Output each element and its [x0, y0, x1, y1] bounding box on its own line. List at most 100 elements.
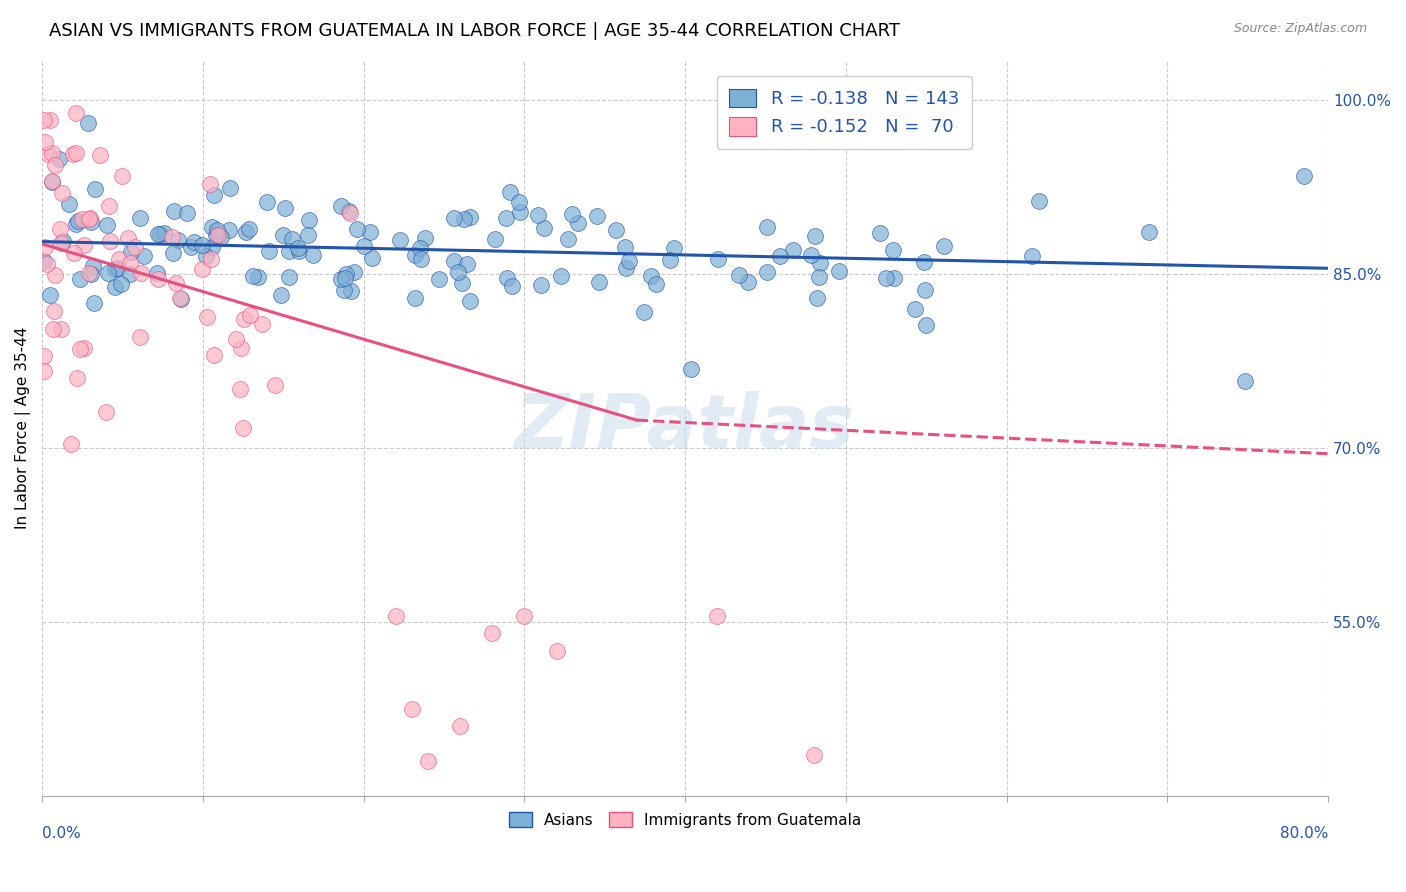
Point: [77, 266, 100, 280]
Point: [32, 254, 55, 268]
Point: [65, 145, 87, 160]
Point: [183, 235, 205, 250]
Point: [617, 254, 640, 268]
Point: [557, 232, 579, 246]
Point: [264, 378, 287, 392]
Point: [769, 249, 792, 263]
Point: [62, 147, 84, 161]
Point: [132, 249, 155, 263]
Point: [104, 261, 127, 276]
Point: [550, 268, 572, 283]
Point: [35, 257, 58, 271]
Point: [225, 332, 247, 346]
Point: [270, 288, 292, 302]
Point: [48, 152, 70, 166]
Point: [73, 341, 96, 355]
Point: [89, 148, 111, 162]
Point: [567, 216, 589, 230]
Point: [914, 318, 936, 332]
Point: [235, 225, 257, 239]
Point: [39, 288, 62, 302]
Point: [129, 267, 152, 281]
Point: [148, 227, 170, 241]
Point: [209, 230, 232, 244]
Point: [1021, 249, 1043, 263]
Point: [257, 244, 280, 259]
Point: [496, 271, 519, 285]
Point: [201, 239, 224, 253]
Point: [869, 226, 891, 240]
Point: [737, 275, 759, 289]
Point: [65, 218, 87, 232]
Point: [409, 241, 432, 255]
Point: [728, 268, 751, 282]
Point: [67, 214, 90, 228]
Point: [42, 303, 65, 318]
Point: [481, 626, 503, 640]
Point: [413, 231, 436, 245]
Point: [218, 223, 240, 237]
Point: [934, 239, 956, 253]
Point: [97, 199, 120, 213]
Point: [42, 321, 65, 335]
Point: [44, 158, 66, 172]
Point: [195, 310, 218, 325]
Point: [1233, 374, 1256, 388]
Point: [561, 207, 583, 221]
Point: [256, 194, 278, 209]
Point: [83, 296, 105, 310]
Point: [34, 240, 56, 254]
Point: [706, 252, 728, 267]
Point: [117, 230, 139, 244]
Point: [96, 266, 118, 280]
Point: [204, 227, 226, 242]
Point: [443, 211, 465, 226]
Point: [508, 194, 530, 209]
Point: [34, 136, 56, 150]
Point: [201, 220, 224, 235]
Point: [83, 182, 105, 196]
Point: [499, 186, 522, 200]
Point: [165, 276, 187, 290]
Point: [98, 234, 121, 248]
Point: [170, 292, 193, 306]
Point: [755, 219, 778, 234]
Point: [808, 269, 831, 284]
Point: [44, 268, 66, 282]
Point: [232, 421, 254, 435]
Point: [361, 252, 384, 266]
Point: [191, 262, 214, 277]
Point: [340, 284, 363, 298]
Point: [200, 252, 222, 266]
Point: [343, 265, 366, 279]
Point: [333, 283, 356, 297]
Point: [645, 277, 668, 291]
Point: [51, 186, 73, 201]
Point: [297, 228, 319, 243]
Y-axis label: In Labor Force | Age 35-44: In Labor Force | Age 35-44: [15, 326, 31, 529]
Point: [69, 272, 91, 286]
Point: [384, 609, 406, 624]
Point: [453, 211, 475, 226]
Point: [73, 237, 96, 252]
Point: [41, 145, 63, 160]
Point: [782, 244, 804, 258]
Point: [914, 283, 936, 297]
Point: [278, 244, 301, 259]
Point: [659, 252, 682, 267]
Point: [146, 272, 169, 286]
Point: [706, 609, 728, 624]
Point: [108, 252, 131, 266]
Point: [218, 181, 240, 195]
Point: [271, 228, 294, 243]
Point: [162, 246, 184, 260]
Point: [401, 702, 423, 716]
Point: [509, 205, 531, 219]
Point: [80, 267, 103, 281]
Point: [250, 318, 273, 332]
Point: [274, 201, 297, 215]
Point: [82, 259, 104, 273]
Point: [153, 226, 176, 240]
Point: [904, 302, 927, 317]
Point: [32, 364, 55, 378]
